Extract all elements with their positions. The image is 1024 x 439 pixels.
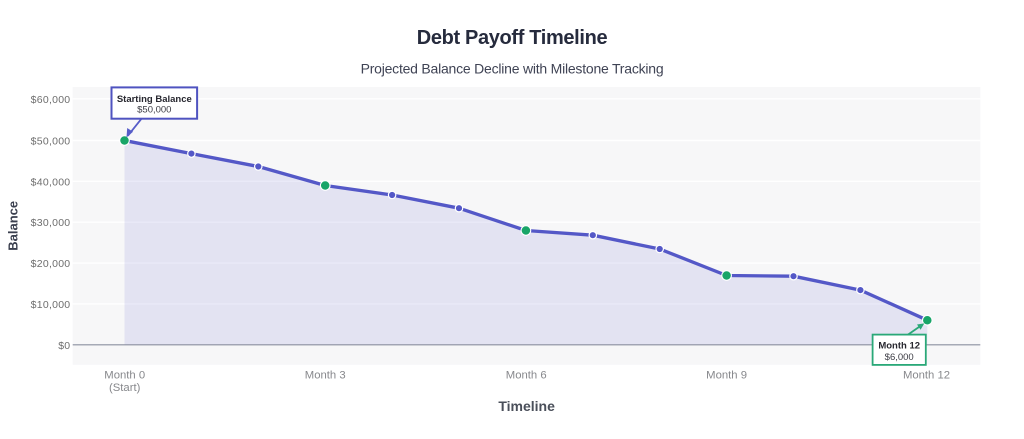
svg-text:$20,000: $20,000 xyxy=(31,258,71,270)
svg-text:$0: $0 xyxy=(58,340,70,352)
svg-text:Balance: Balance xyxy=(6,201,21,251)
svg-text:Timeline: Timeline xyxy=(498,398,555,414)
svg-text:$10,000: $10,000 xyxy=(31,299,71,311)
svg-text:$60,000: $60,000 xyxy=(31,94,71,106)
svg-text:(Start): (Start) xyxy=(109,382,141,394)
svg-text:Month 9: Month 9 xyxy=(706,370,747,382)
svg-text:Month 12: Month 12 xyxy=(878,341,920,352)
svg-text:$40,000: $40,000 xyxy=(31,176,71,188)
svg-text:Month 3: Month 3 xyxy=(305,370,346,382)
svg-text:Month 0: Month 0 xyxy=(104,370,145,382)
svg-text:Month 6: Month 6 xyxy=(506,370,547,382)
svg-text:$6,000: $6,000 xyxy=(885,352,914,363)
svg-text:$50,000: $50,000 xyxy=(31,136,71,148)
svg-text:$30,000: $30,000 xyxy=(31,217,71,229)
svg-text:Debt Payoff Timeline: Debt Payoff Timeline xyxy=(417,27,608,49)
svg-text:Month 12: Month 12 xyxy=(903,370,950,382)
svg-text:Projected Balance Decline with: Projected Balance Decline with Milestone… xyxy=(361,61,664,77)
svg-text:$50,000: $50,000 xyxy=(137,105,171,116)
svg-text:Starting Balance: Starting Balance xyxy=(117,94,192,105)
